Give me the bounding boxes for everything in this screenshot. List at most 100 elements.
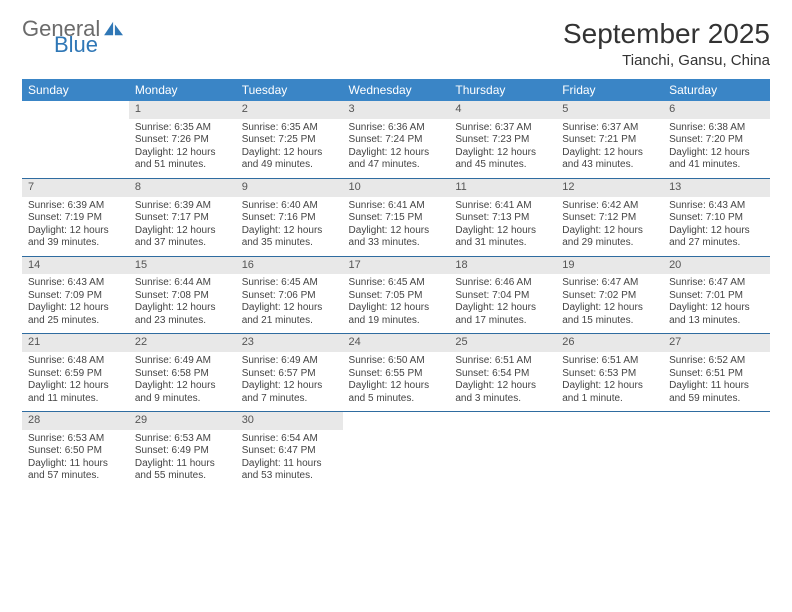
day-body: Sunrise: 6:36 AMSunset: 7:24 PMDaylight:… (343, 119, 450, 178)
sunset-text: Sunset: 6:50 PM (28, 445, 123, 458)
day-body: Sunrise: 6:43 AMSunset: 7:10 PMDaylight:… (663, 197, 770, 256)
day-header: Wednesday (343, 79, 450, 101)
day-number: 28 (22, 412, 129, 430)
day-body: Sunrise: 6:51 AMSunset: 6:53 PMDaylight:… (556, 352, 663, 411)
calendar-week-row: 21Sunrise: 6:48 AMSunset: 6:59 PMDayligh… (22, 334, 770, 412)
day-body: Sunrise: 6:39 AMSunset: 7:17 PMDaylight:… (129, 197, 236, 256)
sunset-text: Sunset: 7:16 PM (242, 212, 337, 225)
day-body: Sunrise: 6:47 AMSunset: 7:02 PMDaylight:… (556, 274, 663, 333)
day-number: 17 (343, 257, 450, 275)
day-body: Sunrise: 6:39 AMSunset: 7:19 PMDaylight:… (22, 197, 129, 256)
day-body: Sunrise: 6:37 AMSunset: 7:21 PMDaylight:… (556, 119, 663, 178)
calendar-day-cell: 15Sunrise: 6:44 AMSunset: 7:08 PMDayligh… (129, 256, 236, 334)
calendar-day-cell: 1Sunrise: 6:35 AMSunset: 7:26 PMDaylight… (129, 101, 236, 178)
sunset-text: Sunset: 7:13 PM (455, 212, 550, 225)
calendar-day-cell: 29Sunrise: 6:53 AMSunset: 6:49 PMDayligh… (129, 412, 236, 489)
sunrise-text: Sunrise: 6:49 AM (135, 355, 230, 368)
day-header-row: Sunday Monday Tuesday Wednesday Thursday… (22, 79, 770, 101)
sunrise-text: Sunrise: 6:44 AM (135, 277, 230, 290)
calendar-day-cell: 28Sunrise: 6:53 AMSunset: 6:50 PMDayligh… (22, 412, 129, 489)
month-title: September 2025 (563, 18, 770, 50)
daylight-text: Daylight: 11 hours and 59 minutes. (669, 380, 764, 405)
day-number: 11 (449, 179, 556, 197)
sunrise-text: Sunrise: 6:43 AM (28, 277, 123, 290)
calendar-week-row: 1Sunrise: 6:35 AMSunset: 7:26 PMDaylight… (22, 101, 770, 178)
day-number: 2 (236, 101, 343, 119)
calendar-day-cell: 12Sunrise: 6:42 AMSunset: 7:12 PMDayligh… (556, 178, 663, 256)
sunrise-text: Sunrise: 6:47 AM (669, 277, 764, 290)
day-number: 7 (22, 179, 129, 197)
calendar-day-cell: 24Sunrise: 6:50 AMSunset: 6:55 PMDayligh… (343, 334, 450, 412)
sunrise-text: Sunrise: 6:38 AM (669, 122, 764, 135)
daylight-text: Daylight: 12 hours and 13 minutes. (669, 302, 764, 327)
calendar-day-cell: 7Sunrise: 6:39 AMSunset: 7:19 PMDaylight… (22, 178, 129, 256)
day-body: Sunrise: 6:48 AMSunset: 6:59 PMDaylight:… (22, 352, 129, 411)
day-body: Sunrise: 6:49 AMSunset: 6:57 PMDaylight:… (236, 352, 343, 411)
daylight-text: Daylight: 12 hours and 3 minutes. (455, 380, 550, 405)
sunrise-text: Sunrise: 6:51 AM (562, 355, 657, 368)
day-number: 18 (449, 257, 556, 275)
day-header: Monday (129, 79, 236, 101)
calendar-day-cell: 5Sunrise: 6:37 AMSunset: 7:21 PMDaylight… (556, 101, 663, 178)
day-body: Sunrise: 6:50 AMSunset: 6:55 PMDaylight:… (343, 352, 450, 411)
day-number (663, 412, 770, 430)
day-number: 29 (129, 412, 236, 430)
sunset-text: Sunset: 7:26 PM (135, 134, 230, 147)
daylight-text: Daylight: 12 hours and 1 minute. (562, 380, 657, 405)
sunset-text: Sunset: 6:58 PM (135, 368, 230, 381)
sunset-text: Sunset: 7:05 PM (349, 290, 444, 303)
calendar-day-cell: 2Sunrise: 6:35 AMSunset: 7:25 PMDaylight… (236, 101, 343, 178)
day-body: Sunrise: 6:38 AMSunset: 7:20 PMDaylight:… (663, 119, 770, 178)
sunrise-text: Sunrise: 6:53 AM (135, 433, 230, 446)
day-header: Friday (556, 79, 663, 101)
sunset-text: Sunset: 7:15 PM (349, 212, 444, 225)
day-number: 16 (236, 257, 343, 275)
day-number: 24 (343, 334, 450, 352)
sunset-text: Sunset: 6:51 PM (669, 368, 764, 381)
calendar-week-row: 14Sunrise: 6:43 AMSunset: 7:09 PMDayligh… (22, 256, 770, 334)
daylight-text: Daylight: 12 hours and 35 minutes. (242, 225, 337, 250)
daylight-text: Daylight: 12 hours and 43 minutes. (562, 147, 657, 172)
day-number: 8 (129, 179, 236, 197)
day-body (22, 119, 129, 171)
daylight-text: Daylight: 12 hours and 15 minutes. (562, 302, 657, 327)
day-body: Sunrise: 6:49 AMSunset: 6:58 PMDaylight:… (129, 352, 236, 411)
sunrise-text: Sunrise: 6:54 AM (242, 433, 337, 446)
daylight-text: Daylight: 12 hours and 39 minutes. (28, 225, 123, 250)
daylight-text: Daylight: 12 hours and 41 minutes. (669, 147, 764, 172)
day-body: Sunrise: 6:47 AMSunset: 7:01 PMDaylight:… (663, 274, 770, 333)
day-number: 4 (449, 101, 556, 119)
daylight-text: Daylight: 12 hours and 31 minutes. (455, 225, 550, 250)
sunrise-text: Sunrise: 6:52 AM (669, 355, 764, 368)
day-body (449, 430, 556, 482)
day-body: Sunrise: 6:53 AMSunset: 6:50 PMDaylight:… (22, 430, 129, 489)
sunset-text: Sunset: 7:19 PM (28, 212, 123, 225)
day-body: Sunrise: 6:45 AMSunset: 7:06 PMDaylight:… (236, 274, 343, 333)
sunrise-text: Sunrise: 6:35 AM (242, 122, 337, 135)
calendar-day-cell: 16Sunrise: 6:45 AMSunset: 7:06 PMDayligh… (236, 256, 343, 334)
calendar-day-cell (343, 412, 450, 489)
day-body: Sunrise: 6:35 AMSunset: 7:25 PMDaylight:… (236, 119, 343, 178)
calendar-day-cell: 11Sunrise: 6:41 AMSunset: 7:13 PMDayligh… (449, 178, 556, 256)
calendar-day-cell: 4Sunrise: 6:37 AMSunset: 7:23 PMDaylight… (449, 101, 556, 178)
sunset-text: Sunset: 7:24 PM (349, 134, 444, 147)
calendar-day-cell: 21Sunrise: 6:48 AMSunset: 6:59 PMDayligh… (22, 334, 129, 412)
day-body: Sunrise: 6:53 AMSunset: 6:49 PMDaylight:… (129, 430, 236, 489)
sunset-text: Sunset: 7:25 PM (242, 134, 337, 147)
day-number: 22 (129, 334, 236, 352)
header: General Blue September 2025 Tianchi, Gan… (22, 18, 770, 69)
sunrise-text: Sunrise: 6:35 AM (135, 122, 230, 135)
day-number: 23 (236, 334, 343, 352)
day-header: Sunday (22, 79, 129, 101)
sunrise-text: Sunrise: 6:37 AM (455, 122, 550, 135)
location: Tianchi, Gansu, China (563, 52, 770, 69)
day-header: Thursday (449, 79, 556, 101)
sunrise-text: Sunrise: 6:50 AM (349, 355, 444, 368)
calendar-day-cell: 17Sunrise: 6:45 AMSunset: 7:05 PMDayligh… (343, 256, 450, 334)
day-body: Sunrise: 6:44 AMSunset: 7:08 PMDaylight:… (129, 274, 236, 333)
sunrise-text: Sunrise: 6:42 AM (562, 200, 657, 213)
day-number: 12 (556, 179, 663, 197)
day-body: Sunrise: 6:43 AMSunset: 7:09 PMDaylight:… (22, 274, 129, 333)
day-number: 3 (343, 101, 450, 119)
day-number (556, 412, 663, 430)
